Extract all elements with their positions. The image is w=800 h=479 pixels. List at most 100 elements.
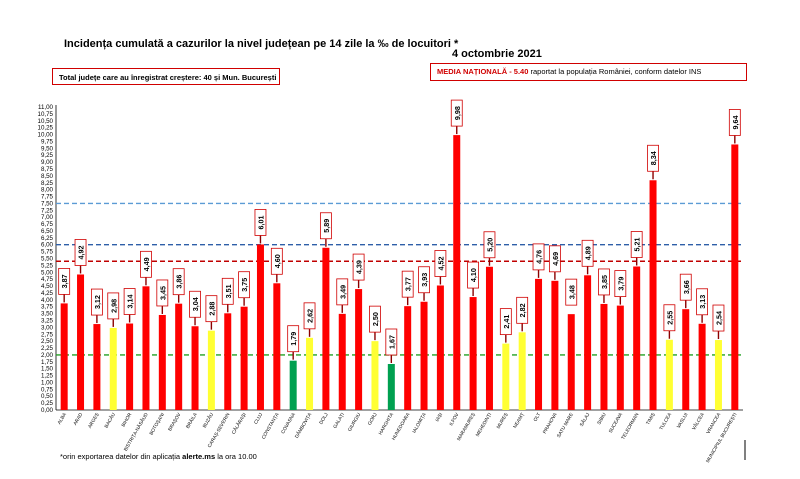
y-tick-label: 3,00 [41, 324, 54, 331]
y-tick-label: 0,00 [41, 407, 54, 414]
value-label: 4,52 [434, 250, 447, 277]
value-label: 3,75 [238, 271, 251, 299]
value-label-box [499, 308, 512, 336]
bar [77, 274, 85, 410]
bar [600, 303, 608, 410]
value-label-box [270, 247, 283, 275]
x-tick-label: BACĂU [103, 411, 118, 429]
value-label: 2,88 [205, 295, 218, 323]
value-label-text: 2,54 [714, 311, 723, 325]
reference-lines [56, 202, 743, 356]
y-tick-label: 3,75 [41, 304, 54, 311]
value-label: 1,79 [287, 325, 300, 353]
value-label-text: 4,92 [77, 245, 86, 259]
bar [616, 305, 624, 410]
bar [158, 314, 166, 410]
x-tick-label: BIHOR [121, 412, 134, 429]
x-tick-label: VRANCEA [705, 411, 722, 435]
y-axis: 0,000,250,500,751,001,251,501,752,002,25… [38, 104, 743, 414]
x-tick-label: SIBIU [596, 412, 608, 426]
y-tick-label: 8,50 [41, 173, 54, 180]
y-tick-label: 6,00 [41, 242, 54, 249]
value-label-box [303, 302, 316, 330]
x-tick-label: MUREȘ [496, 412, 510, 430]
counties-increase-box: Total județe care au înregistrat creșter… [52, 68, 280, 85]
value-label: 2,54 [712, 304, 725, 332]
x-tick-label: BRAȘOV [167, 411, 183, 432]
value-label-text: 4,52 [436, 256, 445, 270]
y-tick-label: 5,00 [41, 269, 54, 276]
value-label-text: 6,01 [256, 215, 265, 229]
value-label-text: 2,55 [665, 311, 674, 325]
y-tick-label: 11,00 [38, 104, 54, 111]
value-label-text: 5,21 [633, 237, 642, 251]
national-average-label: MEDIA NAȚIONALĂ [437, 67, 508, 76]
bar [469, 297, 477, 410]
y-tick-label: 3,50 [41, 311, 54, 318]
value-label-box [565, 278, 578, 306]
bar [453, 135, 461, 410]
value-label-text: 4,10 [469, 268, 478, 282]
y-tick-label: 5,75 [41, 249, 54, 256]
bar [404, 306, 412, 410]
y-tick-label: 0,25 [41, 400, 54, 407]
bar [175, 303, 183, 410]
value-label-text: 3,85 [600, 275, 609, 289]
bar [289, 360, 297, 410]
footnote-prefix: *orin exportarea datelor din aplicația [60, 452, 183, 461]
bar [682, 309, 690, 410]
value-label-box [336, 278, 349, 306]
x-tick-label: TULCEA [658, 411, 673, 431]
y-tick-label: 9,50 [41, 145, 54, 152]
y-tick-label: 2,50 [41, 338, 54, 345]
value-label-box [401, 270, 414, 298]
value-label: 5,20 [483, 231, 496, 259]
value-label: 5,21 [630, 231, 643, 258]
y-tick-label: 8,75 [41, 166, 54, 173]
value-label-box [418, 266, 430, 294]
x-tick-label: MEHEDINȚI [475, 412, 493, 438]
bar [535, 278, 543, 410]
value-label-box [696, 288, 709, 316]
value-label-box [581, 239, 594, 267]
y-tick-label: 3,25 [41, 317, 54, 324]
bar [387, 363, 395, 410]
bar [502, 343, 510, 410]
value-label-box [90, 288, 103, 316]
value-label-text: 9,64 [731, 115, 740, 129]
value-label: 3,45 [156, 279, 169, 307]
y-tick-label: 7,75 [41, 194, 54, 201]
value-label: 4,92 [74, 239, 87, 266]
value-label-box [647, 144, 659, 172]
x-tick-label: VÂLCEA [690, 411, 706, 432]
value-label: 3,86 [172, 268, 185, 296]
bar [93, 324, 101, 410]
value-label: 2,82 [516, 296, 529, 324]
value-label-text: 5,89 [322, 219, 331, 233]
value-label-text: 3,49 [338, 285, 347, 299]
value-label: 2,55 [663, 304, 676, 332]
bar [649, 180, 657, 410]
y-tick-label: 4,50 [41, 283, 54, 290]
bar [109, 327, 117, 410]
value-label-text: 2,88 [207, 302, 216, 316]
value-label: 3,77 [401, 270, 414, 298]
value-label: 3,87 [58, 267, 71, 295]
y-tick-label: 6,25 [41, 235, 54, 242]
value-label: 5,89 [319, 212, 332, 240]
bar [256, 244, 264, 410]
value-label-box [663, 304, 676, 332]
value-label: 4,60 [270, 247, 283, 275]
x-tick-label: VASLUI [676, 412, 690, 429]
value-label: 4,39 [352, 253, 365, 281]
value-label-text: 3,77 [404, 277, 413, 291]
value-label-box [679, 273, 692, 301]
value-label-text: 2,50 [371, 312, 380, 326]
bar [731, 144, 739, 410]
x-tick-label: CLUJ [253, 411, 264, 425]
y-tick-label: 1,50 [41, 366, 54, 373]
value-label: 1,67 [385, 328, 398, 356]
value-label: 3,79 [614, 270, 627, 298]
bar [633, 266, 641, 410]
bar [371, 341, 379, 410]
